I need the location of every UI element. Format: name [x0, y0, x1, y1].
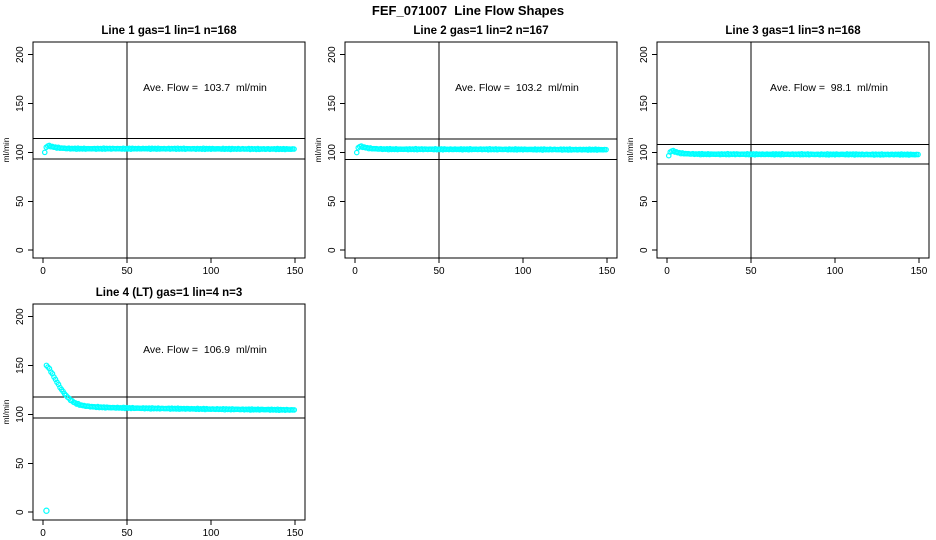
x-axis: 0 50 100 150 [40, 258, 304, 277]
data-points [665, 147, 921, 159]
data-point [41, 149, 48, 156]
panel-title: Line 2 gas=1 lin=2 n=167 [413, 25, 549, 37]
data-point [603, 146, 609, 153]
panel-line-1: Line 1 gas=1 lin=1 n=168 0 50 100 150 0 50 100… [0, 12, 312, 278]
reference-lines [33, 304, 305, 520]
y-axis-label: ml/min [313, 137, 323, 162]
panel-title: Line 4 (LT) gas=1 lin=4 n=3 [95, 287, 243, 299]
data-point [291, 146, 297, 152]
panel-line-2: Line 2 gas=1 lin=2 n=167 0 50 100 150 0 50 100… [312, 12, 624, 278]
ave-flow-annotation: Ave. Flow = 103.7 ml/min [143, 82, 267, 94]
x-tick-label: 0 [664, 266, 670, 277]
plot-line-3: 0 50 100 150 0 50 100 150 200 ml/min [625, 41, 930, 277]
y-tick-label: 150 [15, 95, 26, 112]
outlier-point [43, 507, 50, 514]
y-tick-label: 50 [15, 195, 26, 207]
x-tick-label: 150 [287, 266, 304, 277]
y-tick-label: 200 [15, 308, 26, 325]
y-tick-label: 0 [639, 247, 650, 253]
y-tick-label: 150 [15, 357, 26, 374]
y-tick-label: 150 [639, 95, 650, 112]
y-tick-label: 200 [327, 46, 338, 63]
x-tick-label: 50 [121, 528, 133, 539]
plot-box [656, 41, 930, 259]
y-tick-label: 200 [639, 46, 650, 63]
y-axis: 0 50 100 150 200 [15, 308, 33, 515]
y-tick-label: 50 [639, 195, 650, 207]
panel-title: Line 3 gas=1 lin=3 n=168 [725, 25, 861, 37]
plot-line-4: 0 50 100 150 0 50 100 150 200 ml/min [1, 303, 306, 539]
y-tick-label: 100 [327, 144, 338, 161]
data-points [43, 362, 298, 514]
ave-flow-annotation: Ave. Flow = 98.1 ml/min [770, 82, 888, 94]
plot-box [32, 303, 306, 521]
y-tick-label: 100 [15, 406, 26, 423]
data-points [41, 142, 297, 156]
panel-line-4: Line 4 (LT) gas=1 lin=4 n=3 0 50 100 150 0 50… [0, 274, 312, 540]
y-tick-label: 200 [15, 46, 26, 63]
x-tick-label: 100 [203, 528, 220, 539]
y-axis: 0 50 100 150 200 [15, 46, 33, 253]
plot-box [32, 41, 306, 259]
x-tick-label: 100 [515, 266, 532, 277]
data-point [915, 151, 921, 158]
x-tick-label: 50 [433, 266, 445, 277]
x-tick-label: 100 [827, 266, 844, 277]
ave-flow-annotation: Ave. Flow = 103.2 ml/min [455, 82, 579, 94]
y-tick-label: 0 [15, 247, 26, 253]
plot-line-1: 0 50 100 150 0 50 100 150 200 ml/min [1, 41, 306, 277]
data-point [291, 407, 298, 413]
x-tick-label: 0 [40, 266, 46, 277]
x-tick-label: 150 [911, 266, 928, 277]
x-tick-label: 150 [287, 528, 304, 539]
data-point [353, 149, 360, 156]
x-tick-label: 0 [40, 528, 46, 539]
reference-lines [657, 42, 929, 258]
x-tick-label: 0 [352, 266, 358, 277]
figure-title: FEF_071007 Line Flow Shapes [371, 3, 565, 18]
x-axis: 0 50 100 150 [352, 258, 616, 277]
y-axis-label: ml/min [1, 399, 11, 424]
y-tick-label: 150 [327, 95, 338, 112]
x-axis: 0 50 100 150 [664, 258, 928, 277]
x-tick-label: 150 [599, 266, 616, 277]
y-tick-label: 100 [639, 144, 650, 161]
y-axis: 0 50 100 150 200 [639, 46, 657, 253]
y-tick-label: 50 [327, 195, 338, 207]
x-tick-label: 100 [203, 266, 220, 277]
data-points [353, 143, 609, 156]
y-axis: 0 50 100 150 200 [327, 46, 345, 253]
y-axis-label: ml/min [625, 137, 635, 162]
y-tick-label: 100 [15, 144, 26, 161]
y-axis-label: ml/min [1, 137, 11, 162]
plot-line-2: 0 50 100 150 0 50 100 150 200 ml/min [313, 41, 618, 277]
plot-box [344, 41, 618, 259]
x-axis: 0 50 100 150 [40, 520, 304, 539]
y-tick-label: 0 [15, 509, 26, 515]
x-tick-label: 50 [745, 266, 757, 277]
x-tick-label: 50 [121, 266, 133, 277]
panel-line-3: Line 3 gas=1 lin=3 n=168 0 50 100 150 0 50 100… [624, 12, 936, 278]
panel-title: Line 1 gas=1 lin=1 n=168 [101, 25, 237, 37]
y-tick-label: 0 [327, 247, 338, 253]
ave-flow-annotation: Ave. Flow = 106.9 ml/min [143, 344, 267, 356]
y-tick-label: 50 [15, 457, 26, 469]
